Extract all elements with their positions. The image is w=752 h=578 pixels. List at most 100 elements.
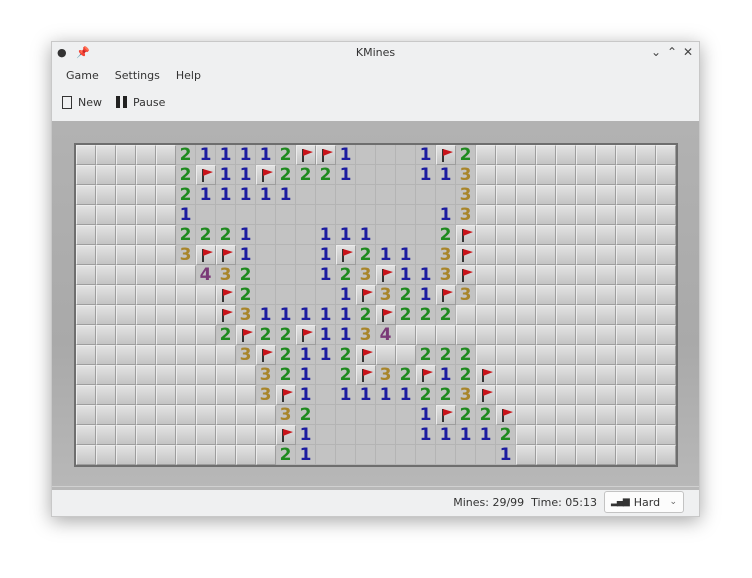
number-cell[interactable]: 1 bbox=[296, 425, 316, 445]
hidden-cell[interactable] bbox=[516, 305, 536, 325]
number-cell[interactable]: 3 bbox=[216, 265, 236, 285]
hidden-cell[interactable] bbox=[616, 145, 636, 165]
hidden-cell[interactable] bbox=[616, 445, 636, 465]
flagged-cell[interactable] bbox=[196, 165, 216, 185]
hidden-cell[interactable] bbox=[236, 365, 256, 385]
hidden-cell[interactable] bbox=[656, 365, 676, 385]
hidden-cell[interactable] bbox=[596, 425, 616, 445]
hidden-cell[interactable] bbox=[96, 405, 116, 425]
empty-cell[interactable] bbox=[216, 205, 236, 225]
number-cell[interactable]: 2 bbox=[496, 425, 516, 445]
number-cell[interactable]: 1 bbox=[316, 305, 336, 325]
hidden-cell[interactable] bbox=[516, 145, 536, 165]
empty-cell[interactable] bbox=[416, 205, 436, 225]
hidden-cell[interactable] bbox=[536, 245, 556, 265]
maximize-button[interactable]: ⌃ bbox=[666, 45, 677, 59]
number-cell[interactable]: 1 bbox=[436, 205, 456, 225]
empty-cell[interactable] bbox=[336, 445, 356, 465]
hidden-cell[interactable] bbox=[576, 385, 596, 405]
hidden-cell[interactable] bbox=[516, 425, 536, 445]
hidden-cell[interactable] bbox=[556, 345, 576, 365]
hidden-cell[interactable] bbox=[576, 205, 596, 225]
empty-cell[interactable] bbox=[376, 225, 396, 245]
hidden-cell[interactable] bbox=[576, 425, 596, 445]
hidden-cell[interactable] bbox=[656, 425, 676, 445]
hidden-cell[interactable] bbox=[196, 445, 216, 465]
hidden-cell[interactable] bbox=[496, 245, 516, 265]
hidden-cell[interactable] bbox=[136, 145, 156, 165]
hidden-cell[interactable] bbox=[616, 245, 636, 265]
hidden-cell[interactable] bbox=[96, 185, 116, 205]
hidden-cell[interactable] bbox=[596, 145, 616, 165]
number-cell[interactable]: 1 bbox=[336, 385, 356, 405]
empty-cell[interactable] bbox=[356, 405, 376, 425]
hidden-cell[interactable] bbox=[76, 445, 96, 465]
empty-cell[interactable] bbox=[256, 285, 276, 305]
number-cell[interactable]: 1 bbox=[296, 385, 316, 405]
hidden-cell[interactable] bbox=[476, 265, 496, 285]
number-cell[interactable]: 3 bbox=[356, 325, 376, 345]
empty-cell[interactable] bbox=[316, 205, 336, 225]
number-cell[interactable]: 2 bbox=[196, 225, 216, 245]
number-cell[interactable]: 2 bbox=[216, 225, 236, 245]
flagged-cell[interactable] bbox=[476, 385, 496, 405]
empty-cell[interactable] bbox=[256, 265, 276, 285]
number-cell[interactable]: 2 bbox=[396, 305, 416, 325]
hidden-cell[interactable] bbox=[96, 385, 116, 405]
empty-cell[interactable] bbox=[296, 185, 316, 205]
hidden-cell[interactable] bbox=[556, 365, 576, 385]
empty-cell[interactable] bbox=[296, 265, 316, 285]
hidden-cell[interactable] bbox=[96, 425, 116, 445]
hidden-cell[interactable] bbox=[136, 165, 156, 185]
hidden-cell[interactable] bbox=[596, 265, 616, 285]
number-cell[interactable]: 3 bbox=[456, 385, 476, 405]
pause-button[interactable]: Pause bbox=[116, 96, 165, 109]
number-cell[interactable]: 3 bbox=[236, 305, 256, 325]
hidden-cell[interactable] bbox=[76, 405, 96, 425]
number-cell[interactable]: 2 bbox=[336, 365, 356, 385]
number-cell[interactable]: 2 bbox=[416, 385, 436, 405]
number-cell[interactable]: 1 bbox=[396, 245, 416, 265]
hidden-cell[interactable] bbox=[76, 265, 96, 285]
number-cell[interactable]: 2 bbox=[456, 345, 476, 365]
hidden-cell[interactable] bbox=[76, 165, 96, 185]
hidden-cell[interactable] bbox=[496, 185, 516, 205]
empty-cell[interactable] bbox=[396, 445, 416, 465]
hidden-cell[interactable] bbox=[616, 225, 636, 245]
empty-cell[interactable] bbox=[276, 285, 296, 305]
hidden-cell[interactable] bbox=[156, 185, 176, 205]
empty-cell[interactable] bbox=[436, 445, 456, 465]
empty-cell[interactable] bbox=[436, 185, 456, 205]
number-cell[interactable]: 1 bbox=[276, 185, 296, 205]
hidden-cell[interactable] bbox=[536, 145, 556, 165]
number-cell[interactable]: 1 bbox=[436, 165, 456, 185]
hidden-cell[interactable] bbox=[236, 405, 256, 425]
hidden-cell[interactable] bbox=[636, 325, 656, 345]
empty-cell[interactable] bbox=[236, 205, 256, 225]
number-cell[interactable]: 2 bbox=[316, 165, 336, 185]
empty-cell[interactable] bbox=[276, 245, 296, 265]
hidden-cell[interactable] bbox=[196, 405, 216, 425]
hidden-cell[interactable] bbox=[596, 185, 616, 205]
hidden-cell[interactable] bbox=[136, 185, 156, 205]
flagged-cell[interactable] bbox=[436, 285, 456, 305]
number-cell[interactable]: 1 bbox=[416, 285, 436, 305]
hidden-cell[interactable] bbox=[596, 365, 616, 385]
hidden-cell[interactable] bbox=[616, 405, 636, 425]
number-cell[interactable]: 2 bbox=[356, 305, 376, 325]
hidden-cell[interactable] bbox=[136, 345, 156, 365]
number-cell[interactable]: 2 bbox=[176, 225, 196, 245]
hidden-cell[interactable] bbox=[656, 385, 676, 405]
hidden-cell[interactable] bbox=[236, 445, 256, 465]
hidden-cell[interactable] bbox=[556, 225, 576, 245]
empty-cell[interactable] bbox=[316, 285, 336, 305]
flagged-cell[interactable] bbox=[356, 345, 376, 365]
hidden-cell[interactable] bbox=[496, 325, 516, 345]
hidden-cell[interactable] bbox=[536, 285, 556, 305]
hidden-cell[interactable] bbox=[636, 185, 656, 205]
number-cell[interactable]: 1 bbox=[256, 305, 276, 325]
flagged-cell[interactable] bbox=[296, 325, 316, 345]
number-cell[interactable]: 1 bbox=[316, 265, 336, 285]
hidden-cell[interactable] bbox=[196, 385, 216, 405]
hidden-cell[interactable] bbox=[196, 305, 216, 325]
